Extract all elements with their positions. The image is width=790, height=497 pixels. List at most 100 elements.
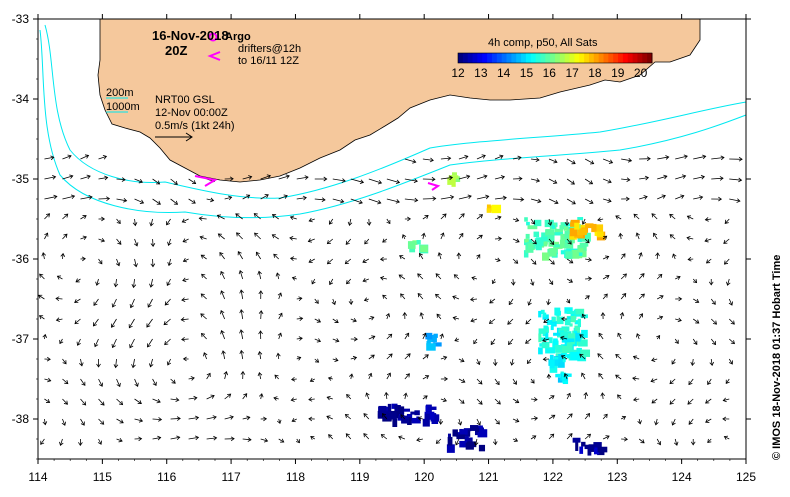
colorbar-swatch — [477, 53, 482, 63]
colorbar-swatch — [458, 53, 463, 63]
sst-pixel — [565, 319, 570, 325]
sst-pixel — [585, 445, 595, 449]
sst-pixel — [565, 243, 569, 246]
colorbar-tick-label: 14 — [497, 66, 511, 80]
sst-pixel — [579, 228, 586, 234]
sst-pixel — [425, 414, 430, 420]
sst-pixel — [456, 434, 465, 439]
lat-tick-label: -36 — [12, 252, 30, 266]
lon-tick-label: 123 — [607, 470, 627, 484]
sst-pixel — [410, 412, 417, 415]
sst-pixel — [492, 206, 498, 210]
sst-pixel — [580, 243, 589, 247]
credit-text: © IMOS 18-Nov-2018 01:37 Hobart Time — [771, 255, 783, 460]
sst-pixel — [476, 428, 479, 432]
sst-pixel — [423, 419, 430, 427]
colorbar-swatch — [516, 53, 521, 63]
lon-tick-label: 120 — [414, 470, 434, 484]
lon-tick-label: 114 — [28, 470, 47, 484]
sst-pixel — [542, 252, 549, 260]
argo-legend-label: Argo — [225, 31, 251, 43]
colorbar-swatch — [618, 53, 623, 63]
colorbar-tick-label: 20 — [634, 66, 648, 80]
colorbar-swatch — [613, 53, 618, 63]
sst-pixel — [528, 243, 534, 249]
colorbar-swatch — [473, 53, 478, 63]
sst-pixel — [545, 229, 554, 235]
sst-pixel — [579, 447, 583, 454]
date-label: 16-Nov-2018 — [152, 28, 229, 43]
colorbar-tick-label: 18 — [588, 66, 602, 80]
sst-pixel — [526, 234, 530, 239]
colorbar-tick-label: 12 — [451, 66, 465, 80]
lon-tick-label: 122 — [543, 470, 563, 484]
sst-pixel — [542, 342, 550, 348]
colorbar — [458, 53, 653, 63]
colorbar-tick-label: 13 — [474, 66, 488, 80]
colorbar-swatch — [507, 53, 512, 63]
lon-tick-label: 121 — [479, 470, 499, 484]
sst-pixel — [562, 346, 570, 353]
colorbar-tick-label: 16 — [543, 66, 557, 80]
colorbar-swatch — [574, 53, 579, 63]
sst-pixel — [565, 251, 572, 259]
colorbar-tick-label: 19 — [611, 66, 625, 80]
colorbar-swatch — [502, 53, 507, 63]
lon-tick-label: 118 — [286, 470, 305, 484]
sst-pixel — [574, 223, 579, 230]
sst-pixel — [567, 354, 570, 358]
lat-tick-label: -35 — [12, 172, 30, 186]
colorbar-swatch — [608, 53, 613, 63]
sst-pixel — [555, 345, 563, 353]
drifters-legend-label-1: drifters@12h — [238, 43, 301, 55]
lon-tick-label: 125 — [736, 470, 756, 484]
lon-tick-label: 119 — [350, 470, 369, 484]
sst-pixel — [577, 217, 583, 220]
sst-pixel — [452, 172, 457, 175]
colorbar-swatch — [526, 53, 531, 63]
lon-tick-label: 124 — [672, 470, 692, 484]
lon-tick-label: 115 — [93, 470, 112, 484]
colorbar-title: 4h comp, p50, All Sats — [488, 37, 598, 49]
sst-pixel — [538, 347, 543, 354]
sst-pixel — [404, 409, 410, 412]
sst-pixel — [559, 225, 564, 229]
colorbar-swatch — [492, 53, 497, 63]
sst-pixel — [567, 311, 576, 314]
sst-pixel — [538, 333, 541, 342]
colorbar-swatch — [594, 53, 599, 63]
sst-pixel — [553, 333, 560, 336]
sst-pixel — [551, 326, 554, 330]
current-arrow — [171, 418, 181, 419]
colorbar-tick-label: 17 — [565, 66, 579, 80]
colorbar-swatch — [579, 53, 584, 63]
colorbar-swatch — [482, 53, 487, 63]
sst-pixel — [426, 343, 435, 350]
sst-pixel — [392, 419, 397, 427]
sst-pixel — [448, 437, 453, 446]
sst-pixel — [552, 225, 555, 229]
sst-pixel — [550, 355, 554, 360]
sst-pixel — [387, 412, 396, 419]
colorbar-swatch — [487, 53, 492, 63]
sst-pixel — [585, 223, 593, 228]
sst-pixel — [552, 317, 556, 322]
colorbar-swatch — [647, 53, 652, 63]
sst-pixel — [575, 333, 580, 342]
current-arrow — [423, 198, 436, 199]
sst-pixel — [451, 178, 455, 187]
colorbar-swatch — [521, 53, 526, 63]
colorbar-swatch — [623, 53, 628, 63]
sst-pixel — [479, 445, 485, 451]
scale-label: 0.5m/s (1kt 24h) — [155, 120, 234, 132]
sst-pixel — [578, 248, 583, 252]
sst-pixel — [575, 442, 578, 451]
sst-pixel — [428, 407, 437, 410]
colorbar-swatch — [468, 53, 473, 63]
sst-pixel — [417, 240, 421, 244]
colorbar-swatch — [531, 53, 536, 63]
colorbar-swatch — [497, 53, 502, 63]
sst-pixel — [578, 319, 581, 327]
